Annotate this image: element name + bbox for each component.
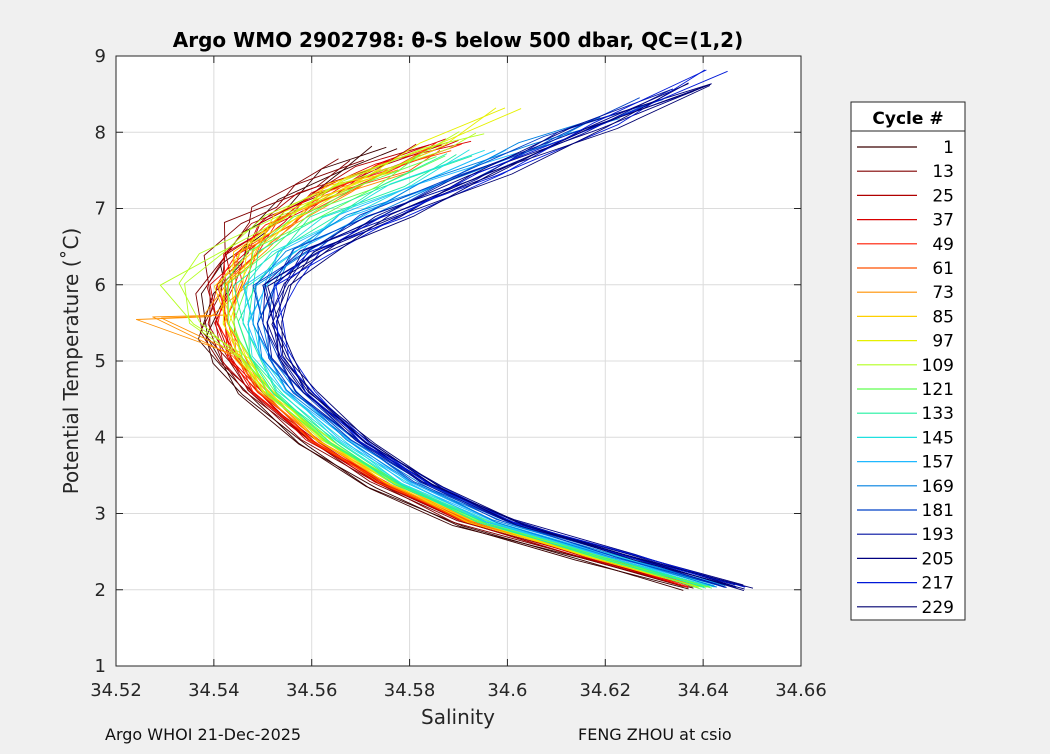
x-tick-label: 34.66 bbox=[775, 680, 827, 701]
series-line bbox=[266, 89, 736, 587]
series-line bbox=[267, 83, 745, 590]
legend-label: 145 bbox=[922, 428, 954, 448]
series-line bbox=[224, 142, 699, 586]
legend-label: 133 bbox=[922, 404, 954, 424]
x-tick-label: 34.54 bbox=[188, 680, 240, 701]
y-tick-label: 2 bbox=[95, 580, 106, 601]
axis-ticks: 34.52 34.54 34.56 34.58 34.6 34.62 34.64 34.66 1… bbox=[90, 46, 827, 701]
series-line bbox=[257, 117, 727, 588]
series-line bbox=[256, 98, 726, 588]
legend-label: 85 bbox=[932, 307, 954, 327]
legend-entry: 13 bbox=[857, 162, 954, 182]
series-line bbox=[281, 82, 754, 589]
legend-entry: 169 bbox=[857, 477, 954, 497]
legend-entry: 229 bbox=[857, 598, 954, 618]
series-line bbox=[197, 148, 684, 591]
y-tick-label: 5 bbox=[95, 351, 106, 372]
legend-entry: 61 bbox=[857, 259, 954, 279]
series-line bbox=[247, 154, 714, 588]
legend-label: 25 bbox=[932, 186, 954, 206]
legend-entry: 25 bbox=[857, 186, 954, 206]
legend-entry: 109 bbox=[857, 356, 954, 376]
legend-entry: 121 bbox=[857, 380, 954, 400]
x-tick-label: 34.58 bbox=[384, 680, 436, 701]
y-axis-label: Potential Temperature (˚C) bbox=[59, 228, 83, 495]
cycle-lines bbox=[135, 69, 754, 592]
legend-label: 229 bbox=[922, 598, 954, 618]
y-tick-label: 8 bbox=[95, 122, 106, 143]
y-tick-label: 6 bbox=[95, 275, 106, 296]
legend-label: 217 bbox=[922, 574, 954, 594]
legend: Cycle # 1 13 25 37 49 61 73 85 97 109 121 133 145 157… bbox=[850, 101, 966, 621]
legend-title: Cycle # bbox=[872, 109, 943, 129]
legend-entry: 73 bbox=[857, 283, 954, 303]
legend-label: 181 bbox=[922, 501, 954, 521]
x-tick-label: 34.52 bbox=[90, 680, 142, 701]
legend-label: 13 bbox=[932, 162, 954, 182]
legend-entry: 37 bbox=[857, 211, 954, 231]
legend-entry: 49 bbox=[857, 235, 954, 255]
legend-entry: 85 bbox=[857, 307, 954, 327]
y-tick-label: 9 bbox=[95, 46, 106, 67]
series-line bbox=[161, 169, 700, 586]
x-tick-label: 34.6 bbox=[487, 680, 527, 701]
legend-entry: 133 bbox=[857, 404, 954, 424]
series-line bbox=[271, 85, 745, 592]
legend-entry: 1 bbox=[857, 138, 954, 158]
legend-label: 109 bbox=[922, 356, 954, 376]
legend-entry: 181 bbox=[857, 501, 954, 521]
legend-label: 49 bbox=[932, 235, 954, 255]
legend-entry: 97 bbox=[857, 332, 954, 352]
footer-author: FENG ZHOU at csio bbox=[578, 725, 732, 744]
chart-title: Argo WMO 2902798: θ-S below 500 dbar, QC… bbox=[173, 28, 743, 52]
footer-source: Argo WHOI 21-Dec-2025 bbox=[105, 725, 302, 744]
x-axis-label: Salinity bbox=[421, 705, 495, 729]
legend-entry: 145 bbox=[857, 428, 954, 448]
series-line bbox=[233, 155, 713, 589]
y-tick-label: 3 bbox=[95, 504, 106, 525]
series-line bbox=[247, 150, 717, 586]
series-cycle-229 bbox=[267, 82, 754, 592]
legend-label: 1 bbox=[943, 138, 954, 158]
y-tick-label: 7 bbox=[95, 199, 106, 220]
legend-entry: 217 bbox=[857, 574, 954, 594]
x-tick-label: 34.62 bbox=[580, 680, 632, 701]
legend-label: 205 bbox=[922, 549, 954, 569]
legend-label: 97 bbox=[932, 332, 954, 352]
legend-entry: 193 bbox=[857, 525, 954, 545]
series-line bbox=[199, 160, 689, 588]
legend-entry: 205 bbox=[857, 549, 954, 569]
y-tick-label: 1 bbox=[95, 656, 106, 677]
legend-entry: 157 bbox=[857, 453, 954, 473]
legend-label: 157 bbox=[922, 453, 954, 473]
y-tick-label: 4 bbox=[95, 427, 106, 448]
legend-label: 37 bbox=[932, 211, 954, 231]
series-line bbox=[203, 158, 694, 586]
legend-label: 193 bbox=[922, 525, 954, 545]
legend-label: 169 bbox=[922, 477, 954, 497]
legend-items: 1 13 25 37 49 61 73 85 97 109 121 133 145 157 169 181 19… bbox=[857, 138, 954, 618]
series-line bbox=[257, 149, 724, 586]
x-tick-label: 34.64 bbox=[677, 680, 729, 701]
x-tick-label: 34.56 bbox=[286, 680, 338, 701]
legend-label: 73 bbox=[932, 283, 954, 303]
legend-label: 61 bbox=[932, 259, 954, 279]
legend-label: 121 bbox=[922, 380, 954, 400]
